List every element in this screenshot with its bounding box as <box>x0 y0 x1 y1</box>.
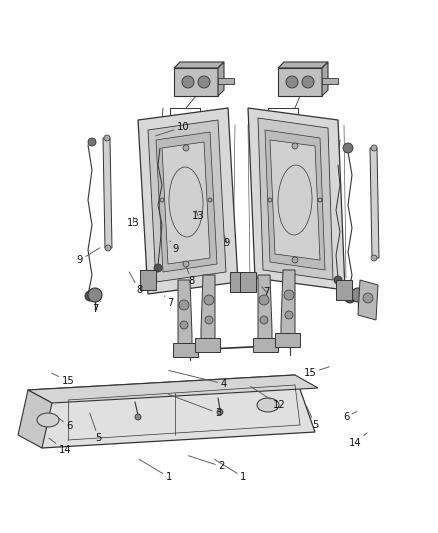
Circle shape <box>302 76 314 88</box>
Polygon shape <box>201 275 215 342</box>
Text: 6: 6 <box>59 418 72 431</box>
Circle shape <box>334 276 342 284</box>
Circle shape <box>205 316 213 324</box>
Polygon shape <box>281 270 295 337</box>
Circle shape <box>208 198 212 202</box>
Circle shape <box>88 288 102 302</box>
Polygon shape <box>248 108 345 290</box>
Polygon shape <box>270 140 320 260</box>
Circle shape <box>318 198 322 202</box>
Polygon shape <box>253 338 278 352</box>
Text: 15: 15 <box>52 373 74 386</box>
Circle shape <box>104 135 110 141</box>
Circle shape <box>217 409 223 415</box>
Polygon shape <box>230 272 246 292</box>
Circle shape <box>284 290 294 300</box>
Circle shape <box>105 245 111 251</box>
Polygon shape <box>148 120 226 282</box>
Polygon shape <box>156 132 217 272</box>
Text: 3: 3 <box>169 394 221 418</box>
Text: 10: 10 <box>155 122 189 136</box>
Text: 7: 7 <box>262 287 269 297</box>
Circle shape <box>268 198 272 202</box>
Polygon shape <box>336 280 352 300</box>
Polygon shape <box>265 130 325 270</box>
Polygon shape <box>28 375 318 403</box>
Text: 7: 7 <box>164 296 174 308</box>
Circle shape <box>286 76 298 88</box>
Ellipse shape <box>257 398 279 412</box>
Text: 9: 9 <box>170 241 178 254</box>
Polygon shape <box>173 343 198 357</box>
Polygon shape <box>218 62 224 96</box>
Polygon shape <box>28 375 315 448</box>
Polygon shape <box>178 280 192 347</box>
Circle shape <box>260 316 268 324</box>
Circle shape <box>351 288 365 302</box>
Text: 1: 1 <box>215 459 246 482</box>
Circle shape <box>160 198 164 202</box>
Polygon shape <box>322 62 328 96</box>
Circle shape <box>371 145 377 151</box>
Polygon shape <box>258 118 333 280</box>
Text: 2: 2 <box>188 456 224 471</box>
Circle shape <box>345 293 355 303</box>
Polygon shape <box>162 142 210 264</box>
Circle shape <box>180 321 188 329</box>
Circle shape <box>204 295 214 305</box>
Polygon shape <box>370 148 379 258</box>
Circle shape <box>363 293 373 303</box>
Circle shape <box>371 255 377 261</box>
Text: 12: 12 <box>251 386 286 410</box>
Text: 5: 5 <box>307 406 318 430</box>
Polygon shape <box>240 272 256 292</box>
Polygon shape <box>218 78 234 84</box>
Text: 14: 14 <box>349 433 367 448</box>
Polygon shape <box>140 270 156 290</box>
Polygon shape <box>278 68 322 96</box>
Circle shape <box>285 311 293 319</box>
Polygon shape <box>195 338 220 352</box>
Polygon shape <box>103 138 112 248</box>
Polygon shape <box>258 275 272 342</box>
Circle shape <box>182 76 194 88</box>
Text: 13: 13 <box>127 217 140 228</box>
Text: 5: 5 <box>90 413 102 443</box>
Polygon shape <box>275 333 300 347</box>
Polygon shape <box>174 68 218 96</box>
Circle shape <box>292 143 298 149</box>
Circle shape <box>183 145 189 151</box>
Text: 7: 7 <box>92 301 101 314</box>
Circle shape <box>179 300 189 310</box>
Circle shape <box>259 295 269 305</box>
Circle shape <box>85 291 95 301</box>
Text: 8: 8 <box>186 266 195 286</box>
Ellipse shape <box>37 413 59 427</box>
Circle shape <box>135 414 141 420</box>
Text: 9: 9 <box>224 236 230 247</box>
Text: 13: 13 <box>192 211 204 221</box>
Text: 6: 6 <box>343 411 357 422</box>
Circle shape <box>154 264 162 272</box>
Polygon shape <box>358 280 378 320</box>
Polygon shape <box>174 62 224 68</box>
Circle shape <box>198 76 210 88</box>
Polygon shape <box>278 62 328 68</box>
Polygon shape <box>322 78 338 84</box>
Text: 14: 14 <box>49 438 71 455</box>
Text: 1: 1 <box>139 459 172 482</box>
Text: 15: 15 <box>304 367 329 378</box>
Circle shape <box>343 143 353 153</box>
Text: 4: 4 <box>169 370 226 389</box>
Circle shape <box>88 138 96 146</box>
Circle shape <box>183 261 189 267</box>
Text: 8: 8 <box>129 272 142 295</box>
Text: 9: 9 <box>77 248 100 265</box>
Polygon shape <box>18 390 52 448</box>
Polygon shape <box>138 108 238 294</box>
Circle shape <box>292 257 298 263</box>
